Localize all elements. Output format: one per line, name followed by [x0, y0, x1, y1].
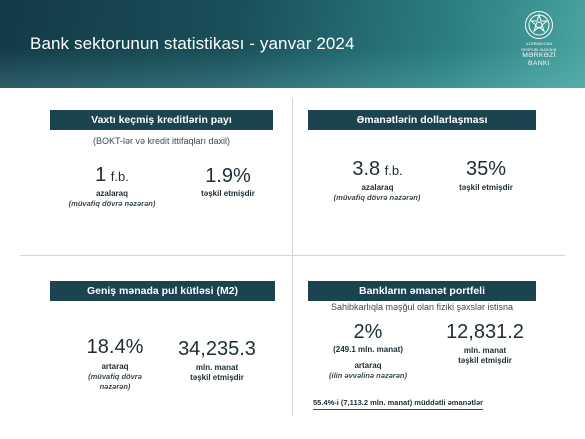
deposit-amount-unit: mln. manat	[463, 346, 507, 355]
logo-text-small-1: AZƏRBAYCAN	[525, 42, 553, 46]
panel-overdue-loans-note: (BOKT-lər və kredit ittifaqları daxil)	[92, 136, 231, 146]
page-title: Bank sektorunun statistikası - yanvar 20…	[30, 34, 355, 53]
central-bank-emblem-icon	[525, 11, 553, 39]
horizontal-divider	[20, 255, 565, 256]
deposit-term-footnote: 55.4%-i (7,113.2 mln. manat) müddətli əm…	[313, 398, 484, 410]
deposit-growth-note: (ilin əvvəlinə nəzərən)	[329, 371, 407, 380]
m2-growth-note-1: (müvafiq dövrə	[88, 372, 142, 381]
overdue-loans-change-note: (müvafiq dövrə nəzərən)	[68, 199, 156, 208]
m2-growth-value: 18.4%	[86, 336, 144, 358]
logo-text-small-2: RESPUBLİKASININ	[521, 48, 557, 53]
dollarization-change: 3.8 f.b.	[325, 158, 430, 181]
dollarization-share-label: təşkil etmişdir	[459, 183, 513, 192]
overdue-loans-change: 1 f.b.	[62, 164, 162, 187]
overdue-loans-change-label: azalaraq	[95, 189, 129, 198]
overdue-loans-share-label: təşkil etmişdir	[201, 189, 255, 198]
overdue-loans-change-value: 1	[95, 164, 107, 186]
logo-text-big-2: BANKI	[528, 59, 550, 67]
deposit-amount-label: təşkil etmişdir	[458, 356, 512, 365]
dollarization-change-unit: f.b.	[384, 163, 403, 178]
deposit-growth-value: 2%	[353, 321, 383, 343]
dollarization-change-note: (müvafiq dövrə nəzərən)	[333, 193, 421, 202]
logo-text-big-1: MƏRKƏZİ	[522, 52, 556, 60]
overdue-loans-change-unit: f.b.	[110, 169, 129, 184]
m2-amount-label: təşkil etmişdir	[190, 373, 244, 382]
m2-growth-note-2: nəzərən)	[99, 382, 131, 391]
panel-deposit-portfolio-title: Bankların əmanət portfeli	[308, 281, 536, 301]
header-banner: Bank sektorunun statistikası - yanvar 20…	[0, 0, 585, 88]
vertical-divider	[292, 98, 293, 416]
m2-amount-value: 34,235.3	[178, 338, 256, 360]
deposit-growth-label: artaraq	[354, 361, 382, 370]
m2-amount-unit: mln. manat	[195, 363, 239, 372]
m2-growth-label: artaraq	[101, 362, 129, 371]
central-bank-logo: AZƏRBAYCAN RESPUBLİKASININ MƏRKƏZİ BANKI	[517, 10, 561, 67]
overdue-loans-share-value: 1.9%	[205, 165, 251, 187]
panel-m2-title: Geniş mənada pul kütləsi (M2)	[50, 281, 275, 301]
dollarization-change-value: 3.8	[352, 158, 381, 180]
panel-deposit-portfolio-note: Sahibkarlıqla məşğul olan fiziki şəxslər…	[330, 302, 514, 312]
panel-overdue-loans-title: Vaxtı keçmiş kreditlərin payı	[50, 110, 273, 130]
panel-dollarization-title: Əmanətlərin dollarlaşması	[308, 110, 536, 130]
dollarization-change-label: azalaraq	[361, 183, 394, 192]
deposit-growth-detail: (249.1 mln. manat)	[333, 345, 403, 354]
dollarization-share-value: 35%	[465, 158, 507, 180]
deposit-amount-value: 12,831.2	[446, 321, 524, 343]
